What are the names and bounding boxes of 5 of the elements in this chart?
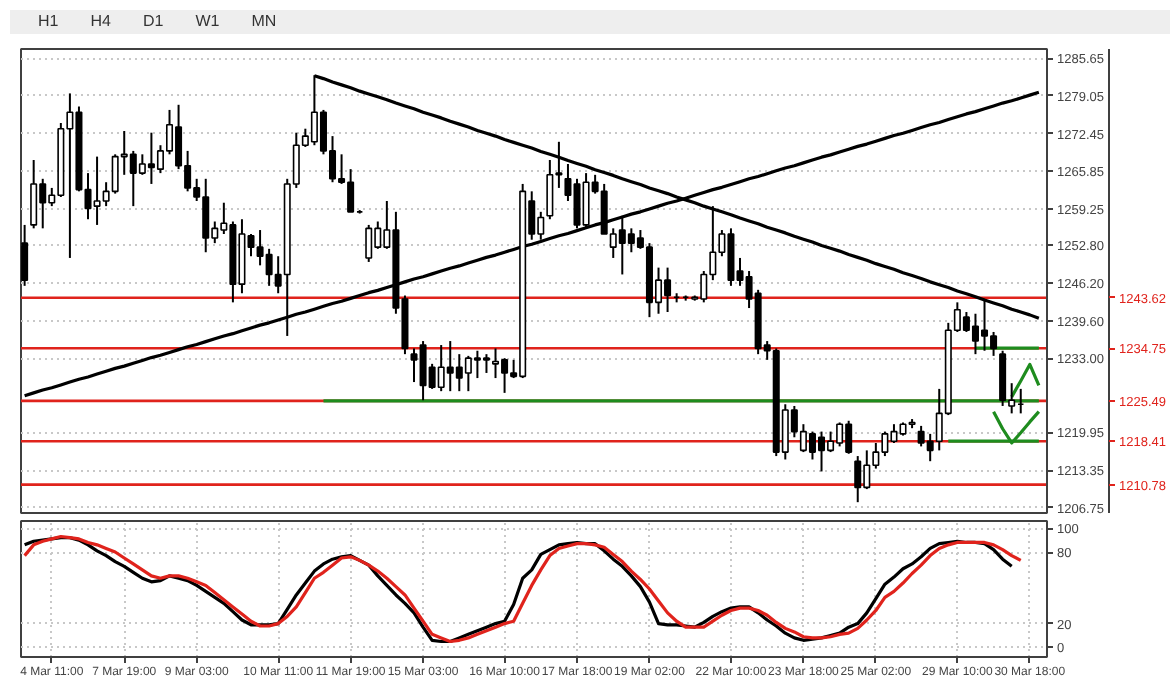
- text: MN: [251, 12, 277, 30]
- text: D1: [142, 12, 164, 30]
- text: H4: [90, 12, 111, 30]
- text: H1: [38, 12, 59, 30]
- text: W1: [195, 12, 220, 30]
